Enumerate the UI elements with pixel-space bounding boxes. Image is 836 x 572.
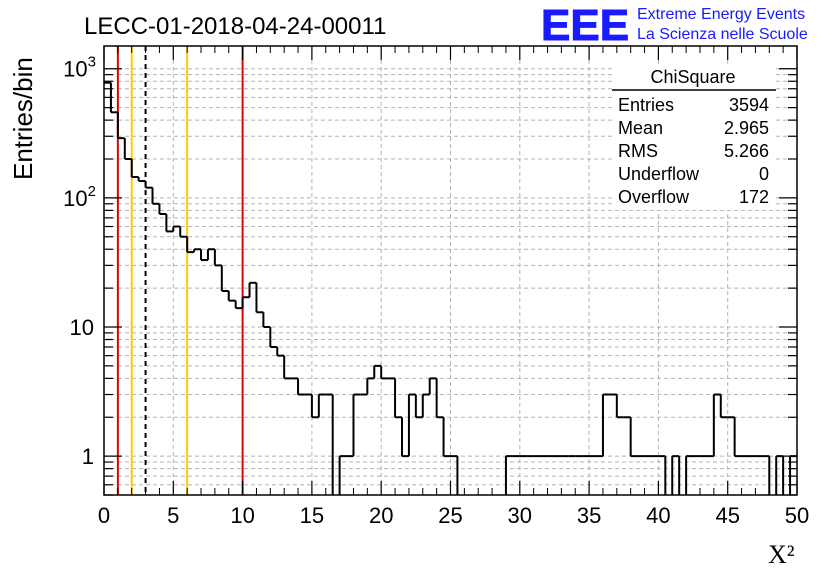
stats-row-label: RMS (618, 141, 658, 161)
x-tick-label: 0 (98, 503, 110, 528)
x-tick-label: 35 (577, 503, 601, 528)
x-tick-label: 25 (438, 503, 462, 528)
stats-row-label: Mean (618, 118, 663, 138)
x-tick-label: 30 (508, 503, 532, 528)
x-tick-label: 10 (230, 503, 254, 528)
stats-row-value: 5.266 (724, 141, 769, 161)
x-tick-label: 5 (167, 503, 179, 528)
y-tick-label: 1 (82, 444, 94, 469)
stats-row-value: 3594 (729, 95, 769, 115)
x-tick-label: 45 (715, 503, 739, 528)
eee-logo-letters: EEE (541, 1, 629, 50)
stats-row-label: Overflow (618, 187, 690, 207)
tick-labels: 0 5 10 15 20 25 30 35 40 45 50 1 10 102 103 (63, 54, 809, 528)
y-tick-label: 103 (63, 54, 96, 82)
stats-row-value: 172 (739, 187, 769, 207)
histogram-series (104, 81, 797, 495)
stats-row-value: 0 (759, 164, 769, 184)
stats-title: ChiSquare (650, 67, 735, 87)
marker-lines (116, 46, 244, 495)
x-tick-label: 50 (785, 503, 809, 528)
x-tick-label: 15 (300, 503, 324, 528)
y-axis-label: Entries/bin (8, 57, 38, 180)
logo-line2: La Scienza nelle Scuole (637, 26, 808, 43)
x-axis-label: X² (768, 540, 795, 569)
y-tick-label: 102 (63, 183, 96, 211)
stats-row-label: Underflow (618, 164, 700, 184)
logo-line1: Extreme Energy Events (637, 6, 805, 23)
stats-box: ChiSquare Entries 3594 Mean 2.965 RMS 5.266 Un… (612, 64, 776, 210)
axis-ticks (103, 46, 798, 496)
chart-title: LECC-01-2018-04-24-00011 (84, 13, 386, 40)
stats-row-value: 2.965 (724, 118, 769, 138)
eee-logo: EEE Extreme Energy Events La Scienza nel… (541, 1, 808, 51)
x-tick-label: 40 (646, 503, 670, 528)
y-tick-label: 10 (70, 315, 94, 340)
stats-row-label: Entries (618, 95, 674, 115)
x-tick-label: 20 (369, 503, 393, 528)
